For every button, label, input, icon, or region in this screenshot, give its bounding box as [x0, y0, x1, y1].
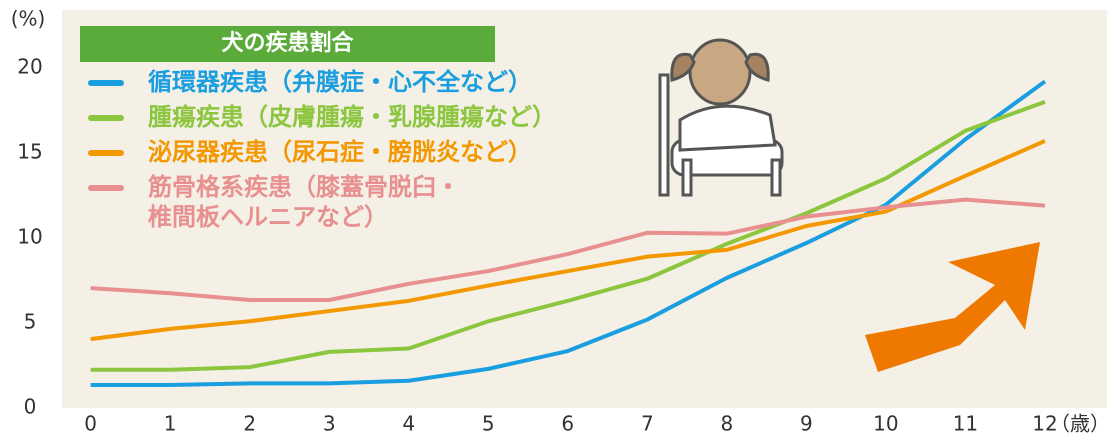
y-tick-label: 5 — [24, 309, 37, 333]
x-tick-label: 11 — [953, 412, 978, 436]
legend-item: 腫瘍疾患（皮膚腫瘍・乳腺腫瘍など） — [80, 102, 556, 132]
legend-swatch — [88, 80, 124, 86]
legend-swatch — [88, 150, 124, 156]
y-axis-label: (%) — [11, 7, 46, 31]
legend-label: 筋骨格系疾患（膝蓋骨脱臼・ 椎間板ヘルニアなど） — [148, 173, 460, 231]
x-tick-label: 12 — [1032, 412, 1057, 436]
legend-swatch — [88, 115, 124, 121]
page: (%) （歳） 051015200123456789101112 犬の疾患割合 … — [0, 0, 1107, 437]
x-axis-label: （歳） — [1050, 412, 1107, 436]
x-tick-label: 2 — [243, 412, 256, 436]
legend-swatch — [88, 185, 124, 191]
y-tick-label: 0 — [24, 395, 37, 419]
legend-title: 犬の疾患割合 — [80, 26, 495, 62]
x-tick-label: 6 — [561, 412, 574, 436]
x-tick-label: 4 — [402, 412, 415, 436]
y-tick-label: 15 — [17, 139, 42, 163]
y-tick-label: 20 — [17, 54, 42, 78]
legend-label: 循環器疾患（弁膜症・心不全など） — [148, 68, 532, 96]
x-tick-label: 9 — [800, 412, 813, 436]
x-tick-label: 1 — [164, 412, 177, 436]
x-tick-label: 7 — [641, 412, 654, 436]
legend-item: 泌尿器疾患（尿石症・膀胱炎など） — [80, 137, 556, 167]
x-tick-label: 0 — [84, 412, 97, 436]
x-tick-label: 3 — [323, 412, 336, 436]
legend-item: 筋骨格系疾患（膝蓋骨脱臼・ 椎間板ヘルニアなど） — [80, 172, 556, 232]
y-tick-label: 10 — [17, 224, 42, 248]
legend-item: 循環器疾患（弁膜症・心不全など） — [80, 67, 556, 97]
legend-label: 腫瘍疾患（皮膚腫瘍・乳腺腫瘍など） — [148, 103, 556, 131]
x-tick-label: 10 — [873, 412, 898, 436]
legend-label: 泌尿器疾患（尿石症・膀胱炎など） — [148, 138, 532, 166]
legend: 犬の疾患割合 循環器疾患（弁膜症・心不全など） 腫瘍疾患（皮膚腫瘍・乳腺腫瘍など）… — [80, 26, 556, 232]
x-tick-label: 8 — [720, 412, 733, 436]
x-tick-label: 5 — [482, 412, 495, 436]
